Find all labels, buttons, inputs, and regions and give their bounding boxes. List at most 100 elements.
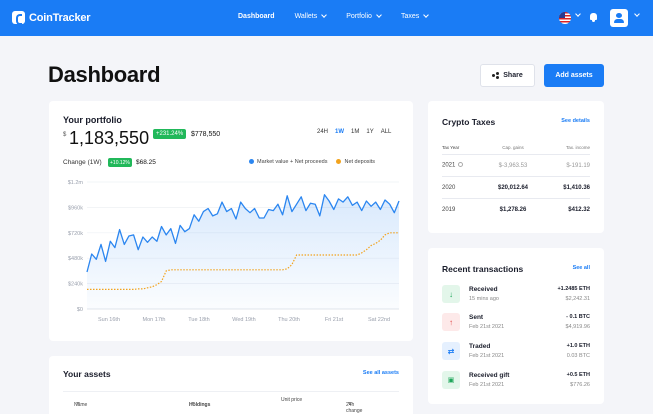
column-header-unit-price[interactable]: Unit price — [281, 397, 303, 403]
x-tick-label: Fri 21st — [325, 317, 344, 323]
transaction-time: Feb 21st 2021 — [469, 382, 505, 388]
nav-label: Dashboard — [238, 13, 275, 20]
change-value: $68.25 — [136, 159, 156, 166]
y-tick-label: $960k — [68, 205, 83, 211]
us-flag-icon[interactable] — [559, 12, 571, 24]
table-row[interactable]: 2021 $-3,963.53 $-191.19 — [442, 155, 590, 177]
chevron-down-icon — [423, 12, 430, 18]
transaction-item[interactable]: ▣ Received gift Feb 21st 2021 +0.5 ETH $… — [442, 370, 590, 392]
assets-card: Your assets See all assets Name Holdings… — [49, 356, 413, 414]
transaction-fiat: 0.03 BTC — [566, 353, 590, 359]
range-selector: 24H 1W 1M 1Y ALL — [317, 129, 391, 135]
y-tick-label: $720k — [68, 231, 83, 237]
tax-year-text: 2021 — [442, 162, 456, 169]
column-label: Name — [74, 402, 88, 408]
range-1w[interactable]: 1W — [335, 129, 345, 135]
nav-item-wallets[interactable]: Wallets — [295, 12, 328, 20]
range-24h[interactable]: 24H — [317, 129, 329, 135]
cap-gains: $-3,963.53 — [498, 162, 528, 169]
currency-symbol: $ — [63, 132, 67, 138]
cap-gains: $20,012.64 — [497, 184, 529, 191]
market-value-line — [86, 194, 400, 273]
tax-year: 2020 — [442, 184, 456, 191]
gain-value: $778,550 — [191, 131, 221, 138]
transaction-amount: +1.0 ETH — [566, 343, 590, 349]
see-details-link[interactable]: See details — [561, 118, 590, 124]
tax-year: 2021 — [442, 162, 482, 169]
transaction-item[interactable]: ↑ Sent Feb 21st 2021 - 0.1 BTC $4,919.96 — [442, 312, 590, 334]
y-tick-label: $240k — [68, 282, 83, 288]
transaction-fiat: $4,919.96 — [565, 324, 590, 330]
chevron-down-icon[interactable] — [575, 11, 581, 17]
transaction-time: Feb 21st 2021 — [469, 324, 505, 330]
chart-legend: Market value + Net proceeds Net deposits — [249, 159, 375, 165]
y-tick-label: $480k — [68, 256, 83, 262]
market-value-area — [87, 194, 399, 309]
assets-table-header: Name Holdings Unit price 24h change — [63, 391, 399, 414]
top-nav-bar: CoinTracker Dashboard Wallets Portfolio … — [0, 0, 653, 36]
column-header: Tax Year — [442, 145, 460, 150]
transaction-amount: - 0.1 BTC — [566, 314, 590, 320]
transaction-amount: +0.5 ETH — [566, 372, 590, 378]
x-tick-label: Wed 19th — [232, 317, 255, 323]
net-deposits-line — [87, 232, 399, 291]
see-all-link[interactable]: See all — [572, 265, 590, 271]
transaction-name: Traded — [469, 343, 491, 350]
x-tick-label: Tue 18th — [188, 317, 210, 323]
x-tick-label: Thu 20th — [278, 317, 300, 323]
legend-item-net-deposits: Net deposits — [336, 159, 375, 165]
change-label: Change (1W) — [63, 159, 102, 166]
crypto-taxes-card: Crypto Taxes See details Tax Year Cap. g… — [428, 101, 604, 233]
range-1y[interactable]: 1Y — [366, 129, 374, 135]
taxes-title: Crypto Taxes — [442, 117, 496, 127]
tax-income: $-191.19 — [566, 162, 590, 169]
share-icon — [492, 72, 500, 79]
share-button[interactable]: Share — [480, 64, 535, 87]
info-icon[interactable] — [458, 162, 464, 168]
sort-caret-icon — [191, 402, 195, 405]
transaction-item[interactable]: ⇄ Traded Feb 21st 2021 +1.0 ETH 0.03 BTC — [442, 341, 590, 363]
main-nav: Dashboard Wallets Portfolio Taxes — [238, 12, 448, 20]
transaction-fiat: $2,242.31 — [565, 296, 590, 302]
page-title: Dashboard — [48, 62, 161, 87]
recent-title: Recent transactions — [442, 264, 524, 274]
user-avatar-icon[interactable] — [610, 9, 628, 27]
transaction-fiat: $776.26 — [570, 382, 590, 388]
chevron-down-icon — [376, 12, 382, 18]
taxes-table-header: Tax Year Cap. gains Tax. income — [442, 141, 590, 155]
brand-logo[interactable]: CoinTracker — [12, 11, 91, 25]
transaction-item[interactable]: ↓ Received 15 mins ago +1.2485 ETH $2,24… — [442, 284, 590, 306]
transaction-name: Sent — [469, 314, 484, 321]
range-all[interactable]: ALL — [380, 129, 392, 135]
sort-caret-icon — [348, 402, 352, 405]
table-row[interactable]: 2019 $1,278.26 $412.32 — [442, 199, 590, 221]
portfolio-chart[interactable]: $0 $240k $480k $720k $960k $1.2m Sun 16th Mon 1… — [49, 171, 413, 331]
recent-transactions-card: Recent transactions See all ↓ Received 1… — [428, 248, 604, 404]
tax-year: 2019 — [442, 207, 456, 213]
gain-badge: +231.24% — [153, 129, 187, 139]
transaction-name: Received — [469, 286, 498, 293]
nav-item-portfolio[interactable]: Portfolio — [346, 12, 382, 20]
nav-item-dashboard[interactable]: Dashboard — [238, 13, 275, 20]
see-all-assets-link[interactable]: See all assets — [362, 370, 399, 376]
bell-icon[interactable] — [590, 13, 597, 22]
brand-name: CoinTracker — [29, 11, 91, 24]
portfolio-title: Your portfolio — [63, 115, 122, 125]
share-button-label: Share — [503, 72, 523, 79]
y-tick-label: $1.2m — [68, 180, 84, 186]
taxes-table: Tax Year Cap. gains Tax. income 2021 $-3… — [442, 141, 590, 221]
legend-item-market-value: Market value + Net proceeds — [249, 159, 327, 165]
transaction-time: 15 mins ago — [469, 296, 499, 302]
range-1m[interactable]: 1M — [351, 129, 360, 135]
change-badge: +10.12% — [108, 158, 132, 167]
nav-item-taxes[interactable]: Taxes — [401, 12, 430, 20]
legend-label: Net deposits — [344, 159, 376, 165]
arrow-down-icon: ↓ — [442, 285, 460, 303]
table-row[interactable]: 2020 $20,012.64 $1,410.36 — [442, 177, 590, 199]
add-assets-button[interactable]: Add assets — [544, 64, 604, 87]
chevron-down-icon[interactable] — [634, 11, 640, 17]
nav-label: Portfolio — [346, 13, 372, 20]
assets-title: Your assets — [63, 369, 111, 379]
transaction-amount: +1.2485 ETH — [557, 286, 590, 292]
chevron-down-icon — [321, 12, 328, 18]
